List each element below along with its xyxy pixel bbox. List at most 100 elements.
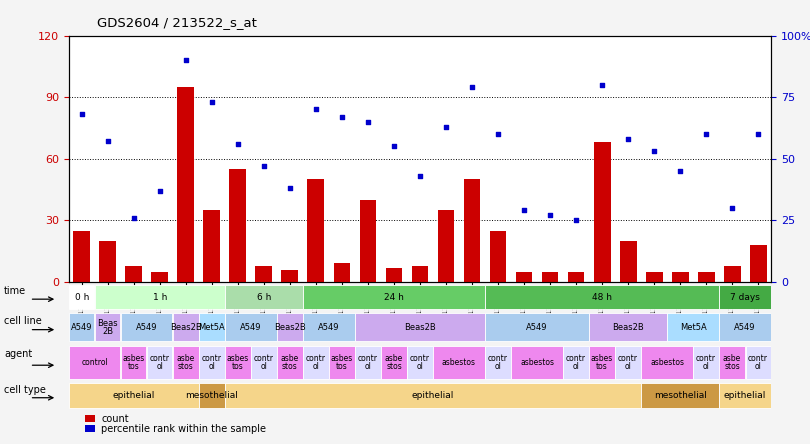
Bar (463, 179, 480, 282)
Bar (255, 266, 272, 282)
Text: contr
ol: contr ol (202, 354, 222, 371)
Bar (616, 345, 641, 379)
Bar (485, 313, 589, 341)
Bar (277, 345, 303, 379)
Bar (303, 345, 329, 379)
Text: A549: A549 (136, 323, 158, 332)
Point (569, 217, 582, 224)
Text: count: count (101, 414, 129, 424)
Bar (407, 345, 433, 379)
Text: A549: A549 (735, 323, 756, 332)
Bar (511, 345, 563, 379)
Bar (303, 313, 355, 341)
Bar (225, 345, 250, 379)
Bar (667, 313, 718, 341)
Bar (85, 425, 96, 432)
Point (361, 118, 374, 125)
Bar (594, 143, 611, 282)
Text: A549: A549 (241, 323, 262, 332)
Point (440, 123, 453, 130)
Text: GDS2604 / 213522_s_at: GDS2604 / 213522_s_at (97, 16, 257, 28)
Bar (719, 313, 771, 341)
Text: asbestos: asbestos (650, 358, 684, 367)
Bar (382, 345, 407, 379)
Text: mesothelial: mesothelial (185, 391, 238, 400)
Bar (719, 285, 771, 309)
Bar (229, 169, 246, 282)
Point (75, 111, 88, 118)
Point (309, 106, 322, 113)
Bar (568, 272, 585, 282)
Point (647, 148, 660, 155)
Text: cell type: cell type (4, 385, 46, 395)
Bar (147, 345, 173, 379)
Bar (96, 313, 121, 341)
Bar (646, 272, 663, 282)
Point (700, 131, 713, 138)
Bar (85, 415, 96, 422)
Bar (96, 285, 224, 309)
Bar (542, 272, 558, 282)
Bar (225, 383, 641, 408)
Bar (437, 210, 454, 282)
Bar (122, 345, 147, 379)
Bar (203, 210, 220, 282)
Text: epithelial: epithelial (113, 391, 155, 400)
Point (258, 163, 271, 170)
Bar (199, 383, 224, 408)
Text: contr
ol: contr ol (618, 354, 638, 371)
Bar (750, 245, 766, 282)
Text: epithelial: epithelial (411, 391, 454, 400)
Bar (225, 313, 276, 341)
Bar (69, 383, 198, 408)
Bar (433, 345, 484, 379)
Bar (360, 200, 377, 282)
Text: 48 h: 48 h (592, 293, 612, 301)
Bar (199, 345, 224, 379)
Bar (516, 272, 532, 282)
Text: contr
ol: contr ol (748, 354, 768, 371)
Point (179, 57, 193, 64)
Point (206, 99, 219, 106)
Bar (303, 285, 484, 309)
Bar (719, 383, 771, 408)
Text: asbes
tos: asbes tos (123, 354, 145, 371)
Point (387, 143, 400, 150)
Text: asbe
stos: asbe stos (177, 354, 195, 371)
Text: percentile rank within the sample: percentile rank within the sample (101, 424, 266, 434)
Text: contr
ol: contr ol (254, 354, 274, 371)
Bar (100, 241, 117, 282)
Text: 6 h: 6 h (257, 293, 271, 301)
Bar (199, 313, 224, 341)
Text: Beas2B: Beas2B (404, 323, 436, 332)
Bar (671, 272, 688, 282)
Bar (74, 230, 90, 282)
Text: asbes
tos: asbes tos (591, 354, 613, 371)
Bar (251, 345, 276, 379)
Point (335, 113, 348, 120)
Text: Beas2B: Beas2B (274, 323, 306, 332)
Bar (489, 230, 506, 282)
Point (595, 81, 608, 88)
Text: 7 days: 7 days (730, 293, 760, 301)
Bar (564, 345, 589, 379)
Bar (590, 345, 615, 379)
Bar (356, 345, 381, 379)
Bar (69, 285, 95, 309)
Text: Beas2B: Beas2B (612, 323, 644, 332)
Bar (282, 270, 298, 282)
Bar (69, 313, 95, 341)
Point (726, 204, 739, 212)
Text: time: time (4, 286, 26, 296)
Text: 24 h: 24 h (384, 293, 404, 301)
Point (466, 84, 479, 91)
Text: asbe
stos: asbe stos (723, 354, 741, 371)
Bar (126, 266, 143, 282)
Text: contr
ol: contr ol (358, 354, 378, 371)
Bar (723, 266, 740, 282)
Bar (719, 345, 744, 379)
Text: Met5A: Met5A (198, 323, 225, 332)
Point (413, 172, 426, 179)
Point (232, 140, 245, 147)
Bar (308, 179, 324, 282)
